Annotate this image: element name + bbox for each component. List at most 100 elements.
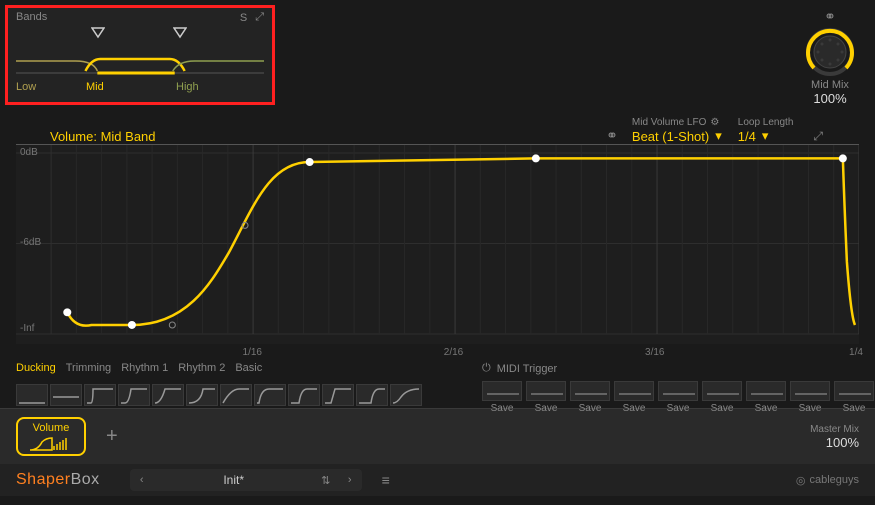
save-slots: Save Save Save Save Save Save Save Save (482, 381, 874, 414)
footer: ShaperBox ‹ Init* ⇅ › ≡ ◎ cableguys (0, 464, 875, 496)
mix-knob-value: 100% (813, 91, 846, 106)
preset-shape[interactable] (16, 384, 48, 406)
lfo-mode-value: Beat (1-Shot) (632, 129, 709, 144)
save-slot[interactable]: Save (702, 381, 742, 414)
modules-bar: Volume + Master Mix 100% (0, 408, 875, 464)
save-slot-thumb (526, 381, 566, 401)
gear-icon[interactable]: ⚙ (710, 117, 719, 128)
save-slot[interactable]: Save (746, 381, 786, 414)
preset-shape[interactable] (322, 384, 354, 406)
preset-tab[interactable]: Rhythm 1 (121, 362, 168, 378)
band-split-handle-2[interactable] (173, 27, 187, 41)
preset-shape[interactable] (186, 384, 218, 406)
loop-length-value: 1/4 (738, 129, 756, 144)
save-slot-thumb (614, 381, 654, 401)
lfo-link-icon[interactable]: ⚭ (606, 127, 618, 144)
save-slot-label: Save (711, 403, 734, 414)
preset-tab[interactable]: Basic (235, 362, 262, 378)
loop-length-label: Loop Length (738, 117, 794, 128)
save-slot-thumb (658, 381, 698, 401)
lfo-mode-dropdown[interactable]: Mid Volume LFO ⚙ Beat (1-Shot) ▾ (632, 117, 722, 144)
logo: ShaperBox (16, 471, 100, 489)
menu-icon[interactable]: ≡ (382, 472, 390, 488)
power-icon: ⏻ (482, 362, 491, 375)
save-slot-label: Save (535, 403, 558, 414)
preset-name[interactable]: Init* (154, 473, 314, 487)
preset-updown-button[interactable]: ⇅ (314, 474, 338, 487)
midi-trigger-label: MIDI Trigger (497, 363, 558, 375)
preset-shape[interactable] (118, 384, 150, 406)
preset-nav: ‹ Init* ⇅ › (130, 469, 362, 491)
lfo-graph[interactable]: 0dB -6dB -Inf 1/162/163/161/4 (16, 144, 859, 344)
save-slot-label: Save (843, 403, 866, 414)
save-slot[interactable]: Save (482, 381, 522, 414)
band-label-high[interactable]: High (176, 81, 264, 93)
save-slot[interactable]: Save (790, 381, 830, 414)
x-label: 1/16 (243, 347, 262, 358)
preset-prev-button[interactable]: ‹ (130, 474, 154, 486)
save-slot-thumb (570, 381, 610, 401)
midi-trigger[interactable]: ⏻ MIDI Trigger (482, 362, 834, 375)
save-slot-thumb (482, 381, 522, 401)
save-slot-label: Save (491, 403, 514, 414)
preset-tabs: Ducking Trimming Rhythm 1 Rhythm 2 Basic (16, 362, 422, 378)
add-module-button[interactable]: + (106, 425, 118, 448)
band-split-handle-1[interactable] (91, 27, 105, 41)
save-slot[interactable]: Save (614, 381, 654, 414)
expand-icon[interactable]: ⤢ (255, 11, 264, 24)
band-label-mid[interactable]: Mid (86, 81, 176, 93)
bands-solo-button[interactable]: S (240, 12, 247, 24)
preset-shape[interactable] (50, 384, 82, 406)
mix-knob[interactable] (805, 27, 855, 77)
y-label-6db: -6dB (20, 237, 41, 248)
master-mix-value: 100% (810, 435, 859, 450)
mix-knob-area: ⚭ Mid Mix 100% (785, 0, 875, 110)
brand-glyph: ◎ (796, 474, 806, 487)
bands-header: Bands S ⤢ (8, 8, 272, 27)
loop-length-dropdown[interactable]: Loop Length 1/4 ▾ (738, 117, 794, 144)
top-row: Bands S ⤢ Low Mid High (0, 0, 875, 110)
presets-row: Ducking Trimming Rhythm 1 Rhythm 2 Basic ⏻ M… (0, 344, 875, 408)
lfo-row: Volume: Mid Band ⚭ Mid Volume LFO ⚙ Beat… (0, 110, 875, 144)
save-slot[interactable]: Save (570, 381, 610, 414)
y-label-0db: 0dB (20, 147, 38, 158)
band-label-low[interactable]: Low (16, 81, 86, 93)
preset-shape[interactable] (152, 384, 184, 406)
save-slot[interactable]: Save (526, 381, 566, 414)
link-icon[interactable]: ⚭ (824, 8, 836, 25)
bands-labels: Low Mid High (8, 81, 272, 93)
chevron-down-icon: ▾ (715, 128, 722, 144)
preset-shapes (16, 384, 422, 406)
top-spacer (280, 0, 785, 110)
save-slot[interactable]: Save (658, 381, 698, 414)
preset-shape[interactable] (84, 384, 116, 406)
preset-shape[interactable] (356, 384, 388, 406)
mix-knob-label: Mid Mix (811, 79, 849, 91)
brand-text: cableguys (809, 474, 859, 486)
save-slot-thumb (702, 381, 742, 401)
logo-box: Box (71, 471, 100, 488)
volume-module-chip[interactable]: Volume (16, 417, 86, 456)
save-slot-thumb (790, 381, 830, 401)
preset-shape[interactable] (254, 384, 286, 406)
logo-shaper: Shaper (16, 471, 71, 488)
preset-next-button[interactable]: › (338, 474, 362, 486)
save-slot-label: Save (755, 403, 778, 414)
save-slot-thumb (834, 381, 874, 401)
master-mix-label: Master Mix (810, 424, 859, 435)
master-mix[interactable]: Master Mix 100% (810, 424, 859, 450)
bands-graph[interactable] (16, 29, 264, 79)
save-slot-label: Save (623, 403, 646, 414)
volume-chip-label: Volume (33, 423, 70, 434)
preset-tab[interactable]: Rhythm 2 (178, 362, 225, 378)
save-slot[interactable]: Save (834, 381, 874, 414)
graph-expand-icon[interactable]: ⤢ (813, 129, 823, 144)
brand: ◎ cableguys (796, 474, 859, 487)
preset-tab[interactable]: Ducking (16, 362, 56, 378)
save-slot-thumb (746, 381, 786, 401)
preset-tab[interactable]: Trimming (66, 362, 111, 378)
preset-shape[interactable] (390, 384, 422, 406)
preset-shape[interactable] (220, 384, 252, 406)
preset-shape[interactable] (288, 384, 320, 406)
lfo-title: Volume: Mid Band (50, 129, 156, 144)
